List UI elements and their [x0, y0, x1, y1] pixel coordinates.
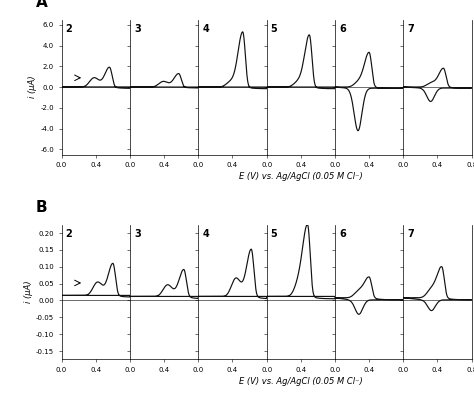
Text: 6: 6	[339, 229, 346, 239]
X-axis label: E (V) vs. Ag/AgCl (0.05 M Cl⁻): E (V) vs. Ag/AgCl (0.05 M Cl⁻)	[239, 172, 363, 181]
Text: 7: 7	[407, 229, 414, 239]
Text: 4: 4	[202, 229, 209, 239]
Text: 7: 7	[407, 24, 414, 34]
X-axis label: E (V) vs. Ag/AgCl (0.05 M Cl⁻): E (V) vs. Ag/AgCl (0.05 M Cl⁻)	[239, 377, 363, 386]
Text: 5: 5	[271, 24, 277, 34]
Text: 6: 6	[339, 24, 346, 34]
Text: 2: 2	[66, 24, 73, 34]
Text: 2: 2	[66, 229, 73, 239]
Text: 5: 5	[271, 229, 277, 239]
Text: 3: 3	[134, 24, 141, 34]
Text: 4: 4	[202, 24, 209, 34]
Y-axis label: i (μA): i (μA)	[28, 76, 37, 98]
Y-axis label: i (μA): i (μA)	[24, 281, 33, 303]
Text: B: B	[36, 200, 47, 215]
Text: A: A	[36, 0, 47, 11]
Text: 3: 3	[134, 229, 141, 239]
